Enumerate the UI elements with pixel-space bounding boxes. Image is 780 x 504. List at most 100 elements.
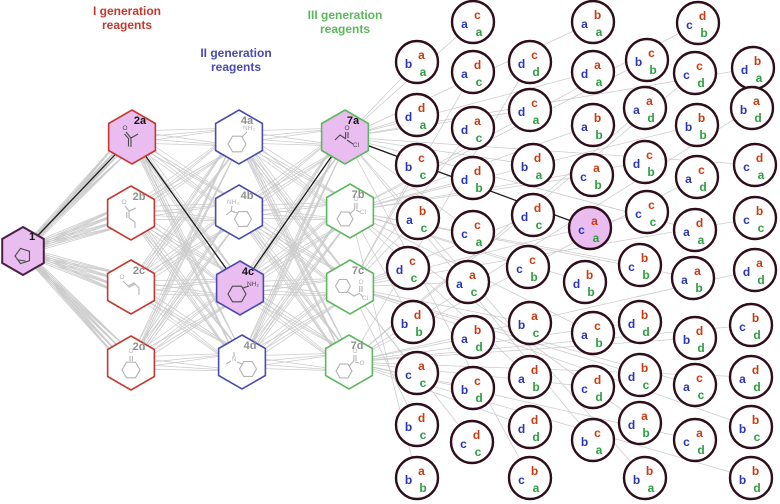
product-letter-gen2: d — [633, 157, 640, 171]
reagent-hex-2a[interactable]: O 2a — [107, 109, 157, 165]
product-node-b-b-d[interactable]: bbd — [728, 455, 774, 501]
product-node-a-c-a[interactable]: caa — [567, 205, 613, 251]
product-node-b-c-c[interactable]: cbc — [732, 195, 778, 241]
reagent-hex-7c[interactable]: O Cl 7c — [325, 259, 375, 315]
product-node-d-d-d[interactable]: ddd — [507, 404, 553, 450]
product-node-c-c-d[interactable]: ccd — [672, 50, 718, 96]
product-node-c-b-d[interactable]: bcd — [450, 365, 496, 411]
product-node-d-a-a[interactable]: ada — [672, 207, 718, 253]
product-node-d-c-b[interactable]: cdb — [675, 0, 721, 46]
product-node-c-d-b[interactable]: dcb — [622, 139, 668, 185]
product-node-a-b-c[interactable]: bac — [507, 300, 553, 346]
product-node-d-d-b[interactable]: ddb — [450, 155, 496, 201]
reagent-hex-2d[interactable]: O 2d — [106, 335, 156, 391]
product-node-c-c-b[interactable]: ccb — [505, 244, 551, 290]
product-letter-gen2: d — [581, 67, 588, 81]
product-node-a-b-a[interactable]: baa — [394, 39, 440, 85]
product-node-b-c-b[interactable]: cbb — [617, 242, 663, 288]
product-letter-gen3: b — [415, 325, 422, 339]
product-node-c-d-d[interactable]: dcd — [507, 39, 553, 85]
product-node-a-d-b[interactable]: dab — [617, 400, 663, 446]
product-node-b-a-d[interactable]: abd — [450, 314, 496, 360]
product-node-b-c-a[interactable]: cba — [507, 455, 553, 501]
reagent-hex-7a[interactable]: O Cl 7a — [320, 109, 370, 165]
product-letter-gen3: d — [753, 328, 760, 342]
product-node-c-a-b[interactable]: acb — [570, 310, 616, 356]
product-node-d-d-c[interactable]: ddc — [510, 192, 556, 238]
product-node-b-b-c[interactable]: bbc — [728, 404, 774, 450]
product-node-b-b-b[interactable]: bbb — [674, 102, 720, 148]
legend-gen1: I generation reagents — [93, 4, 161, 32]
product-letter-gen2: c — [461, 227, 468, 241]
product-node-d-c-d[interactable]: cdd — [570, 364, 616, 410]
product-node-d-b-a[interactable]: bda — [510, 142, 556, 188]
product-node-a-a-c[interactable]: aac — [445, 259, 491, 305]
reagent-label-1: 1 — [29, 231, 35, 243]
product-letter-gen1: a — [756, 256, 763, 270]
product-node-c-a-d[interactable]: acd — [674, 154, 720, 200]
product-letter-gen1: d — [534, 201, 541, 215]
product-node-a-d-a[interactable]: daa — [570, 49, 616, 95]
product-node-c-d-c[interactable]: dcc — [385, 245, 431, 291]
product-node-a-a-b[interactable]: aab — [670, 255, 716, 301]
molecule-structure: NH₂ — [225, 199, 253, 227]
product-letter-gen3: a — [420, 65, 427, 79]
reagent-hex-1[interactable]: 1 — [1, 225, 45, 277]
product-node-d-d-a[interactable]: dda — [394, 92, 440, 138]
product-node-d-b-c[interactable]: bdc — [394, 402, 440, 448]
product-letter-gen3: d — [642, 325, 649, 339]
product-node-c-a-a[interactable]: aca — [450, 0, 496, 45]
product-node-a-b-d[interactable]: bad — [729, 85, 775, 131]
reagent-hex-2c[interactable]: O 2c — [106, 259, 156, 315]
product-node-d-a-d[interactable]: add — [728, 354, 774, 400]
product-node-c-c-a[interactable]: cca — [450, 209, 496, 255]
product-node-d-c-c[interactable]: cdc — [449, 419, 495, 465]
product-node-b-d-d[interactable]: dbd — [617, 299, 663, 345]
product-node-a-b-b[interactable]: bab — [394, 455, 440, 501]
product-node-c-b-a[interactable]: bca — [570, 417, 616, 463]
product-node-a-c-d[interactable]: cad — [672, 417, 718, 463]
reagent-hex-4c[interactable]: NH₂ 4c — [215, 260, 265, 316]
product-node-b-d-c[interactable]: dbc — [617, 352, 663, 398]
reagent-hex-4d[interactable]: N 4d — [217, 334, 267, 390]
product-node-c-c-c[interactable]: ccc — [624, 189, 670, 235]
product-letter-gen2: a — [685, 172, 692, 186]
product-node-a-a-d[interactable]: aad — [622, 85, 668, 131]
product-node-c-b-b[interactable]: bcb — [624, 37, 670, 83]
product-node-b-c-d[interactable]: cbd — [728, 302, 774, 348]
product-node-a-c-b[interactable]: cab — [569, 152, 615, 198]
product-letter-gen2: d — [405, 110, 412, 124]
reagent-hex-2b[interactable]: O 2b — [106, 185, 156, 241]
product-node-c-b-c[interactable]: bcc — [394, 142, 440, 188]
product-node-d-c-a[interactable]: cda — [732, 142, 778, 188]
product-letter-gen2: b — [405, 57, 412, 71]
legend-gen2-line2: reagents — [210, 60, 262, 74]
product-letter-gen3: a — [476, 235, 483, 249]
product-node-b-d-b[interactable]: dbb — [562, 259, 608, 305]
product-node-b-d-a[interactable]: dba — [730, 45, 776, 91]
product-node-d-a-b[interactable]: adb — [507, 354, 553, 400]
product-node-b-b-a[interactable]: bba — [622, 455, 668, 501]
product-node-b-a-b[interactable]: abb — [570, 102, 616, 148]
product-letter-gen1: b — [641, 308, 648, 322]
product-node-c-d-a[interactable]: dca — [507, 87, 553, 133]
product-letter-gen1: c — [529, 253, 536, 267]
product-letter-gen3: d — [697, 341, 704, 355]
product-node-b-a-c[interactable]: abc — [395, 195, 441, 241]
product-letter-gen2: c — [578, 223, 585, 237]
product-letter-gen3: c — [650, 215, 657, 229]
product-node-a-c-c[interactable]: cac — [394, 350, 440, 396]
product-node-b-a-a[interactable]: aba — [570, 0, 616, 45]
product-letter-gen3: b — [587, 285, 594, 299]
product-node-d-b-d[interactable]: bdd — [672, 315, 718, 361]
product-node-d-a-c[interactable]: adc — [450, 49, 496, 95]
product-letter-gen2: a — [683, 380, 690, 394]
product-node-d-b-b[interactable]: bdb — [390, 299, 436, 345]
product-node-c-a-c[interactable]: acc — [672, 362, 718, 408]
product-node-a-d-c[interactable]: dac — [450, 105, 496, 151]
product-node-a-d-d[interactable]: dad — [732, 247, 778, 293]
